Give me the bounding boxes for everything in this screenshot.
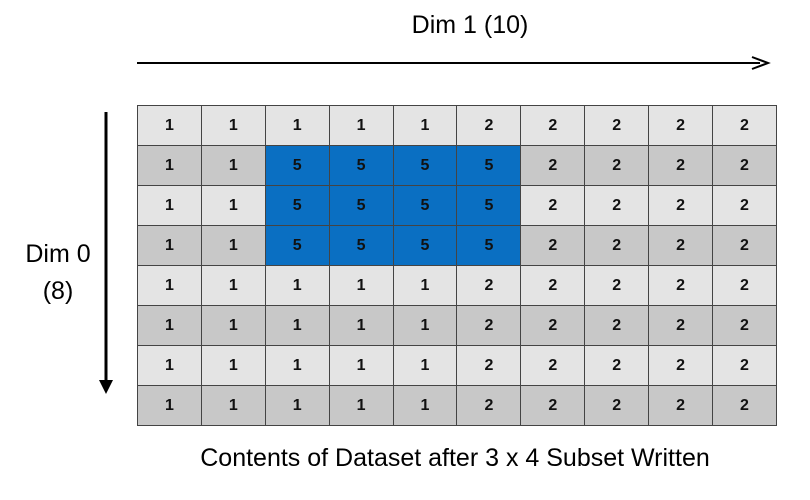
grid-cell: 2 [648, 185, 714, 226]
grid-cell: 1 [137, 265, 202, 306]
grid-cell: 2 [584, 105, 650, 146]
grid-cell: 2 [712, 385, 777, 426]
grid-cell: 2 [520, 265, 586, 306]
grid-cell: 2 [584, 185, 650, 226]
grid-cell: 2 [456, 265, 522, 306]
grid-cell: 2 [520, 185, 586, 226]
grid-cell: 2 [584, 225, 650, 266]
grid-cell: 2 [648, 145, 714, 186]
grid-cell: 2 [648, 265, 714, 306]
grid-cell: 5 [392, 225, 458, 266]
grid-cell: 1 [137, 145, 202, 186]
grid-cell: 2 [520, 385, 586, 426]
grid-cell: 1 [264, 305, 330, 346]
grid-cell: 5 [392, 145, 458, 186]
grid-cell: 1 [264, 105, 330, 146]
grid-cell: 1 [392, 345, 458, 386]
grid-cell: 2 [712, 305, 777, 346]
grid-cell: 2 [456, 385, 522, 426]
grid-cell: 2 [584, 265, 650, 306]
grid-cell: 1 [137, 105, 202, 146]
grid-cell: 2 [712, 145, 777, 186]
grid-cell: 1 [200, 225, 266, 266]
grid-cell: 2 [520, 225, 586, 266]
grid-cell: 2 [648, 305, 714, 346]
grid-cell: 1 [328, 105, 394, 146]
grid-cell: 2 [712, 185, 777, 226]
grid-cell: 2 [456, 305, 522, 346]
grid-cell: 2 [520, 105, 586, 146]
grid-cell: 2 [648, 345, 714, 386]
grid-cell: 2 [520, 345, 586, 386]
dim1-arrow [137, 56, 771, 70]
caption: Contents of Dataset after 3 x 4 Subset W… [200, 444, 710, 472]
grid-cell: 2 [584, 345, 650, 386]
grid-cell: 1 [328, 305, 394, 346]
grid-cell: 5 [328, 145, 394, 186]
grid-cell: 1 [200, 345, 266, 386]
grid-cell: 2 [712, 225, 777, 266]
grid-cell: 5 [456, 185, 522, 226]
grid-cell: 2 [712, 105, 777, 146]
grid-cell: 2 [584, 145, 650, 186]
grid-cell: 2 [648, 385, 714, 426]
grid-cell: 1 [137, 225, 202, 266]
grid-cell: 2 [456, 105, 522, 146]
grid-cell: 2 [520, 145, 586, 186]
grid-cell: 1 [200, 265, 266, 306]
grid-cell: 1 [200, 145, 266, 186]
grid-cell: 1 [328, 265, 394, 306]
grid-cell: 5 [456, 145, 522, 186]
grid-cell: 1 [328, 385, 394, 426]
grid-cell: 2 [712, 265, 777, 306]
grid-cell: 5 [264, 145, 330, 186]
grid-cell: 5 [264, 225, 330, 266]
grid-cell: 1 [264, 385, 330, 426]
dim0-label-name: Dim 0 [25, 240, 91, 268]
grid-cell: 1 [392, 105, 458, 146]
grid-cell: 2 [584, 305, 650, 346]
grid-cell: 2 [456, 345, 522, 386]
grid-cell: 1 [264, 265, 330, 306]
dim0-arrow [99, 112, 113, 394]
grid-cell: 1 [137, 185, 202, 226]
grid-cell: 5 [392, 185, 458, 226]
grid-cell: 1 [264, 345, 330, 386]
grid-cell: 2 [520, 305, 586, 346]
grid-cell: 5 [456, 225, 522, 266]
grid-cell: 2 [712, 345, 777, 386]
grid-cell: 1 [328, 345, 394, 386]
grid-cell: 1 [392, 305, 458, 346]
grid-cell: 5 [328, 225, 394, 266]
dim0-label-size: (8) [42, 277, 74, 305]
dim0-label: Dim 0 (8) [12, 236, 104, 310]
grid-cell: 1 [137, 345, 202, 386]
grid-cell: 2 [584, 385, 650, 426]
grid-cell: 1 [137, 385, 202, 426]
grid-cell: 5 [264, 185, 330, 226]
grid-cell: 1 [200, 385, 266, 426]
grid-cell: 5 [328, 185, 394, 226]
grid-cell: 1 [137, 305, 202, 346]
grid-cell: 1 [200, 185, 266, 226]
grid-cell: 1 [200, 105, 266, 146]
dim1-label: Dim 1 (10) [411, 11, 529, 39]
grid-cell: 1 [200, 305, 266, 346]
grid-cell: 1 [392, 385, 458, 426]
grid-cell: 1 [392, 265, 458, 306]
grid-cell: 2 [648, 105, 714, 146]
grid-cell: 2 [648, 225, 714, 266]
